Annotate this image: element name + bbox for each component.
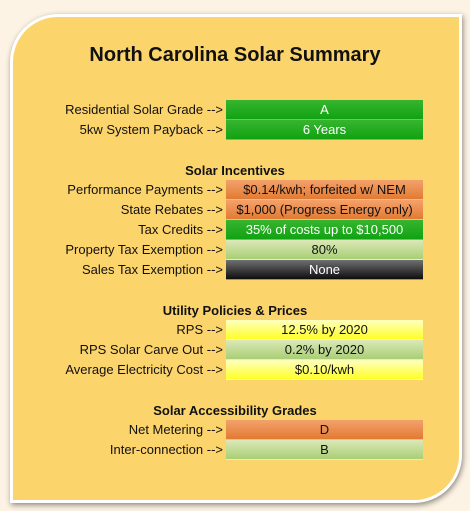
performance-payments-value: $0.14/kwh; forfeited w/ NEM [226, 180, 423, 200]
row-interconnection: Inter-connection --> B [0, 440, 470, 460]
section-heading-accessibility: Solar Accessibility Grades [153, 403, 317, 418]
interconnection-value: B [226, 440, 423, 460]
rps-label: RPS --> [176, 322, 223, 337]
row-performance-payments: Performance Payments --> $0.14/kwh; forf… [0, 180, 470, 200]
tax-credits-label: Tax Credits --> [138, 222, 223, 237]
row-sales-tax-exemption: Sales Tax Exemption --> None [0, 260, 470, 280]
state-rebates-label: State Rebates --> [120, 202, 223, 217]
row-residential-grade: Residential Solar Grade --> A [0, 100, 470, 120]
sales-tax-exemption-value: None [226, 260, 423, 280]
row-rps: RPS --> 12.5% by 2020 [0, 320, 470, 340]
residential-grade-value: A [226, 100, 423, 120]
property-tax-exemption-label: Property Tax Exemption --> [65, 242, 223, 257]
rps-solar-carve-out-label: RPS Solar Carve Out --> [79, 342, 223, 357]
electricity-cost-value: $0.10/kwh [226, 360, 423, 380]
property-tax-exemption-value: 80% [226, 240, 423, 260]
section-heading-utility: Utility Policies & Prices [162, 303, 308, 318]
electricity-cost-label: Average Electricity Cost --> [65, 362, 223, 377]
row-tax-credits: Tax Credits --> 35% of costs up to $10,5… [0, 220, 470, 240]
net-metering-label: Net Metering --> [128, 422, 223, 437]
row-net-metering: Net Metering --> D [0, 420, 470, 440]
state-rebates-value: $1,000 (Progress Energy only) [226, 200, 423, 220]
row-system-payback: 5kw System Payback --> 6 Years [0, 120, 470, 140]
section-heading-incentives: Solar Incentives [185, 163, 285, 178]
row-electricity-cost: Average Electricity Cost --> $0.10/kwh [0, 360, 470, 380]
rps-value: 12.5% by 2020 [226, 320, 423, 340]
system-payback-value: 6 Years [226, 120, 423, 140]
row-property-tax-exemption: Property Tax Exemption --> 80% [0, 240, 470, 260]
net-metering-value: D [226, 420, 423, 440]
performance-payments-label: Performance Payments --> [67, 182, 223, 197]
row-state-rebates: State Rebates --> $1,000 (Progress Energ… [0, 200, 470, 220]
row-rps-solar-carve-out: RPS Solar Carve Out --> 0.2% by 2020 [0, 340, 470, 360]
tax-credits-value: 35% of costs up to $10,500 [226, 220, 423, 240]
interconnection-label: Inter-connection --> [109, 442, 223, 457]
page-title: North Carolina Solar Summary [89, 44, 381, 66]
sales-tax-exemption-label: Sales Tax Exemption --> [81, 262, 223, 277]
residential-grade-label: Residential Solar Grade --> [65, 102, 223, 117]
system-payback-label: 5kw System Payback --> [79, 122, 223, 137]
rps-solar-carve-out-value: 0.2% by 2020 [226, 340, 423, 360]
